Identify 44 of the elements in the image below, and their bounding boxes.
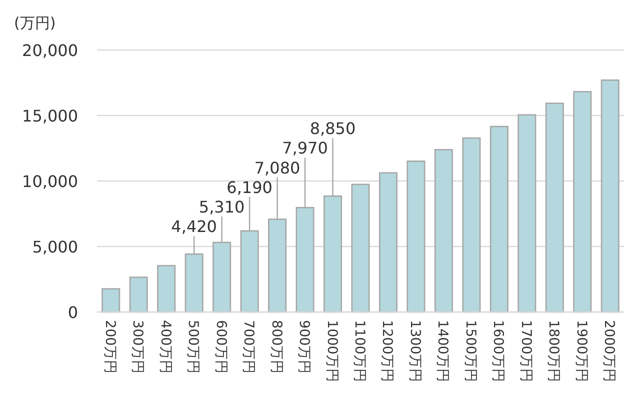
data-label: 4,420 xyxy=(171,217,217,236)
x-tick-label: 800万円 xyxy=(268,320,284,374)
bar xyxy=(434,149,453,313)
bar xyxy=(157,264,176,313)
x-tick-label: 1800万円 xyxy=(546,320,562,382)
data-label: 7,970 xyxy=(282,138,328,158)
x-tick-label: 1700万円 xyxy=(518,320,534,382)
bar xyxy=(378,172,398,313)
data-label: 5,310 xyxy=(198,197,245,216)
data-label: 6,190 xyxy=(226,178,272,197)
bar xyxy=(462,137,481,313)
bar xyxy=(102,288,120,313)
x-tick-label: 1100万円 xyxy=(352,320,368,382)
bar xyxy=(406,160,426,313)
x-tick-label: 1500万円 xyxy=(462,320,478,382)
bar xyxy=(545,102,564,313)
x-tick-label: 600万円 xyxy=(212,320,229,374)
y-tick-label: 0 xyxy=(68,303,78,322)
y-tick-label: 5,000 xyxy=(32,238,78,256)
x-tick-label: 1600万円 xyxy=(490,320,506,382)
y-axis-title: (万円) xyxy=(14,14,56,32)
x-tick-label: 300万円 xyxy=(130,320,146,374)
y-tick-label: 10,000 xyxy=(22,172,78,191)
x-tick-label: 200万円 xyxy=(102,320,118,374)
bar xyxy=(573,91,592,313)
x-tick-label: 1200万円 xyxy=(379,320,396,382)
x-tick-label: 2000万円 xyxy=(601,320,618,382)
x-tick-label: 1900万円 xyxy=(573,320,590,382)
bar xyxy=(518,114,536,313)
bar xyxy=(129,276,148,313)
data-label: 8,850 xyxy=(310,119,356,138)
y-tick-label: 20,000 xyxy=(22,41,78,60)
y-tick-label: 15,000 xyxy=(22,106,78,126)
x-tick-label: 900万円 xyxy=(296,320,312,374)
x-tick-label: 1400万円 xyxy=(434,320,451,382)
data-label: 7,080 xyxy=(254,158,300,178)
bar xyxy=(600,79,620,313)
x-tick-label: 1300万円 xyxy=(406,320,423,382)
x-tick-label: 700万円 xyxy=(240,320,257,374)
x-tick-label: 400万円 xyxy=(157,320,174,374)
bar xyxy=(351,184,370,313)
x-tick-label: 500万円 xyxy=(185,320,202,374)
x-tick-label: 1000万円 xyxy=(324,320,340,382)
bar xyxy=(490,126,508,313)
